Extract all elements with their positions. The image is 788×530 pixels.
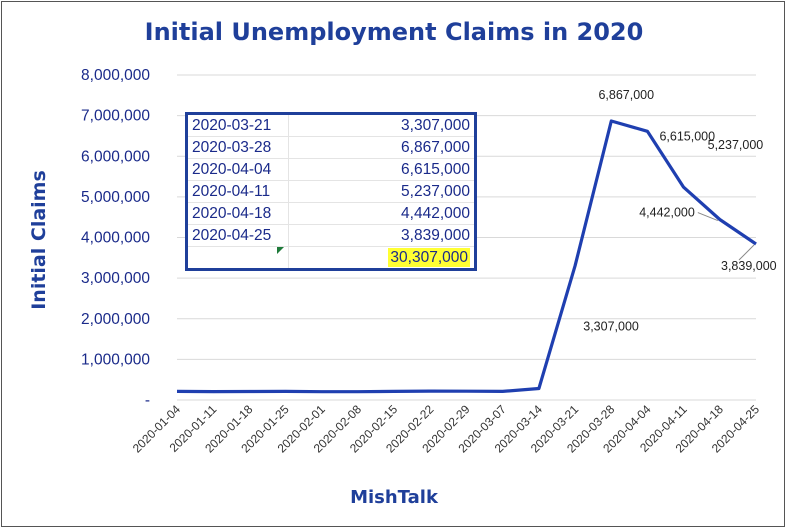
table-value-cell: 6,867,000 xyxy=(288,136,476,159)
table-row: 2020-03-21 3,307,000 xyxy=(186,113,476,137)
table-row: 2020-04-18 4,442,000 xyxy=(186,202,476,225)
y-axis-ticks: - 1,000,000 2,000,000 3,000,000 4,000,000 5,0… xyxy=(81,67,150,409)
table-date-cell: 2020-03-28 xyxy=(186,136,289,159)
table-row: 2020-04-11 5,237,000 xyxy=(186,180,476,203)
table-row: 2020-04-25 3,839,000 xyxy=(186,224,476,247)
table-total-cell: 30,307,000 xyxy=(288,246,476,270)
y-tick-label: 4,000,000 xyxy=(81,230,150,247)
data-label-leader xyxy=(697,212,718,222)
data-label-leader xyxy=(738,244,755,261)
data-label: 3,839,000 xyxy=(721,259,777,273)
table-value-cell: 3,307,000 xyxy=(288,113,476,137)
table-value-cell: 4,442,000 xyxy=(288,202,476,225)
series-layer xyxy=(176,119,757,394)
data-label: 6,867,000 xyxy=(598,88,654,102)
y-tick-label: 8,000,000 xyxy=(81,67,150,84)
y-axis-label: Initial Claims xyxy=(28,170,50,310)
y-tick-label: - xyxy=(145,392,150,409)
data-label: 5,237,000 xyxy=(708,138,764,152)
chart-title: Initial Unemployment Claims in 2020 xyxy=(145,18,644,46)
table-value-cell: 3,839,000 xyxy=(288,224,476,247)
table-total-value: 30,307,000 xyxy=(388,248,470,267)
y-tick-label: 7,000,000 xyxy=(81,108,150,125)
table-date-cell: 2020-04-11 xyxy=(186,180,289,203)
x-axis-ticks: 2020-01-042020-01-112020-01-182020-01-25… xyxy=(130,402,763,456)
data-label: 3,307,000 xyxy=(583,320,639,334)
series-line xyxy=(176,119,757,394)
table-value-cell: 5,237,000 xyxy=(288,180,476,203)
table-date-cell: 2020-04-25 xyxy=(186,224,289,247)
table-row: 2020-04-04 6,615,000 xyxy=(186,158,476,181)
y-tick-label: 6,000,000 xyxy=(81,148,150,165)
table-date-cell: 2020-04-04 xyxy=(186,158,289,181)
table-total-blank-cell xyxy=(186,246,289,270)
y-tick-label: 5,000,000 xyxy=(81,189,150,206)
claims-table: 2020-03-21 3,307,000 2020-03-28 6,867,000 20… xyxy=(185,112,477,271)
table-value-cell: 6,615,000 xyxy=(288,158,476,181)
y-tick-label: 2,000,000 xyxy=(81,311,150,328)
data-label: 6,615,000 xyxy=(659,129,715,143)
table-date-cell: 2020-04-18 xyxy=(186,202,289,225)
y-tick-label: 1,000,000 xyxy=(81,351,150,368)
cell-error-indicator-icon xyxy=(277,247,284,254)
table-row: 2020-03-28 6,867,000 xyxy=(186,136,476,159)
y-tick-label: 3,000,000 xyxy=(81,270,150,287)
x-axis-label: MishTalk xyxy=(350,487,439,508)
table-date-cell: 2020-03-21 xyxy=(186,113,289,137)
data-label: 4,442,000 xyxy=(639,206,695,220)
table-total-row: 30,307,000 xyxy=(186,246,476,270)
